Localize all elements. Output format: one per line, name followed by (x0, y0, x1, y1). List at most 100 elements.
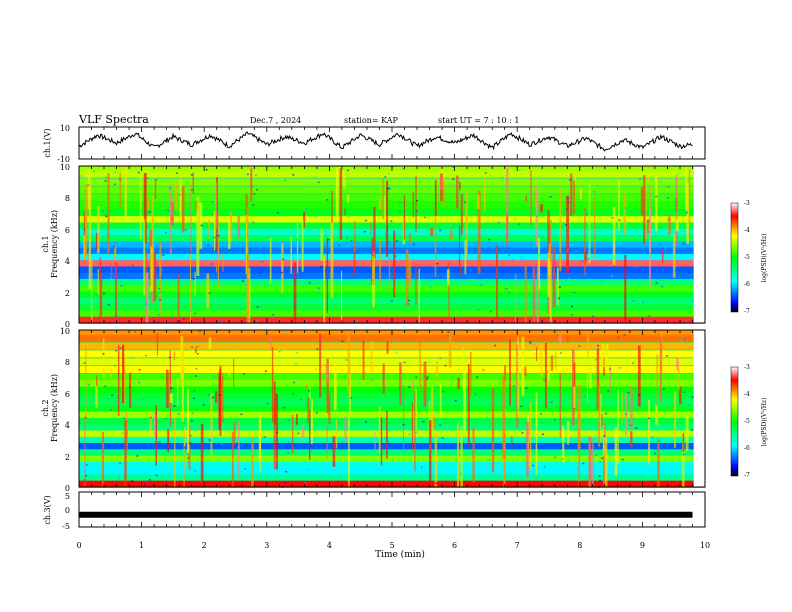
ch1-spec-streak (460, 194, 463, 235)
ch2-spec-band (79, 380, 705, 388)
ch2-spec-streak (457, 422, 459, 487)
ch1-spec-speckle (338, 244, 340, 247)
ch2-spec-speckle (142, 389, 145, 391)
ch2-cb-tick-5: -5 (744, 418, 750, 425)
ch2-spec-streak (558, 334, 562, 343)
ch2-spec-speckle (421, 466, 424, 469)
ch1-spec-speckle (660, 285, 663, 287)
ch2-spec-streak (526, 422, 529, 477)
ch1-spec-speckle (350, 239, 353, 242)
ch1-spec-streak (293, 262, 297, 323)
ch1-spec-streak (515, 274, 517, 323)
ch1-spec-band (79, 170, 705, 178)
ch2-spec-speckle (170, 387, 173, 390)
ch1-spec-streak (154, 178, 157, 199)
ch1-spec-streak (588, 184, 591, 264)
ch1-spec-streak (573, 175, 576, 184)
ch2-spec-streak (435, 361, 439, 377)
ch1-spec-speckle (213, 236, 216, 239)
ch1-spec-speckle (465, 315, 467, 317)
ch2-spec-speckle (482, 478, 484, 481)
ch1-spec-speckle (581, 260, 584, 262)
ch1-spec-speckle (219, 320, 222, 322)
ch1-spec-streak (97, 206, 100, 254)
ch1-spec-speckle (458, 315, 461, 318)
ch1-spec-speckle (148, 211, 151, 213)
ch1-spec-streak (446, 269, 450, 286)
ch2-spec-streak (174, 414, 176, 487)
ch2-spec-streak (233, 358, 235, 387)
x-tick-label: 2 (202, 541, 207, 550)
ch1-spec-speckle (145, 303, 147, 305)
ch2-spec-streak (334, 362, 337, 410)
ch1-spec-speckle (113, 245, 116, 248)
ch1-spec-speckle (479, 284, 482, 286)
ch1-spec-speckle (241, 280, 244, 282)
ch1-spec-speckle (464, 248, 467, 251)
ch1-spec-speckle (418, 180, 421, 183)
ch2-spec-speckle (589, 418, 592, 421)
ch1-cb-tick-6: -6 (744, 281, 750, 288)
ch1-spec-speckle (384, 176, 387, 178)
ch1-spec-speckle (205, 211, 208, 214)
ch2-spec-streak (325, 364, 329, 382)
ch1-spec-speckle (384, 223, 387, 225)
ch2-spec-streak (176, 377, 179, 406)
ch2-spec-streak (347, 333, 351, 396)
ch2-spec-speckle (396, 340, 399, 343)
ch1-spec-streak (612, 207, 616, 265)
ch1-spec-speckle (585, 168, 587, 170)
ch2-spec-speckle (168, 356, 171, 359)
ch1-spec-speckle (107, 303, 110, 306)
ch2-spec-speckle (107, 397, 110, 400)
ch1-spec-speckle (415, 304, 418, 306)
ch1-spec-speckle (423, 216, 426, 219)
ch1-spec-streak (215, 266, 218, 273)
ch2-spec-band (79, 350, 705, 358)
ch1-spec-speckle (82, 243, 84, 246)
ch2-spec-streak (302, 425, 305, 441)
ch1-spec-speckle (261, 260, 264, 263)
ch1-spec-speckle (407, 299, 410, 302)
ch2-spec-streak (457, 377, 460, 389)
ch1-spec-streak (143, 173, 147, 244)
ch2-spec-speckle (463, 439, 466, 442)
ch1-spec-band (79, 235, 705, 243)
ch2-spec-streak (326, 425, 328, 460)
ch1-spec-speckle (647, 315, 650, 317)
ch1-cb-label: log(PSD)(V²/Hz) (761, 234, 768, 283)
ch2-spec-streak (169, 350, 171, 427)
ch1-spec-streak (124, 166, 127, 218)
ch2-spec-speckle (85, 475, 87, 477)
ch2-spec-streak (181, 351, 184, 422)
ch2-spec-speckle (454, 399, 457, 402)
ch2-spec-speckle (435, 482, 438, 484)
ch2-spec-speckle (631, 362, 634, 364)
ch2-spec-streak (233, 422, 236, 445)
ch1-spec-streak (110, 262, 113, 279)
ch2-spec-speckle (597, 345, 600, 347)
ch1-spec-speckle (685, 321, 688, 324)
ch1-spec-ytick-8: 8 (65, 194, 70, 203)
ch2-spec-speckle (341, 340, 344, 343)
ch1-spec-speckle (565, 224, 568, 226)
ch1-spec-speckle (527, 191, 529, 193)
ch1-spec-streak (119, 172, 121, 208)
ch2-spec-speckle (341, 391, 344, 394)
ch2-spec-speckle (370, 379, 373, 382)
ch2-spec-speckle (279, 399, 282, 401)
ch2-spec-speckle (651, 436, 654, 439)
ch2-spec-speckle (654, 452, 657, 455)
ch2-spec-speckle (548, 480, 551, 483)
ch2-spec-streak (231, 431, 234, 487)
ch2-spectrogram-image (79, 330, 705, 488)
ch2-spec-streak (586, 357, 588, 402)
ch1-spec-speckle (390, 220, 393, 222)
ch1-spec-speckle (178, 193, 181, 196)
ch2-spec-speckle (532, 464, 535, 467)
ch1-spec-speckle (624, 207, 627, 209)
ch2-cb-tick-6: -6 (744, 445, 750, 452)
ch2-spec-speckle (123, 417, 126, 420)
ch2-spec-streak (573, 386, 576, 408)
